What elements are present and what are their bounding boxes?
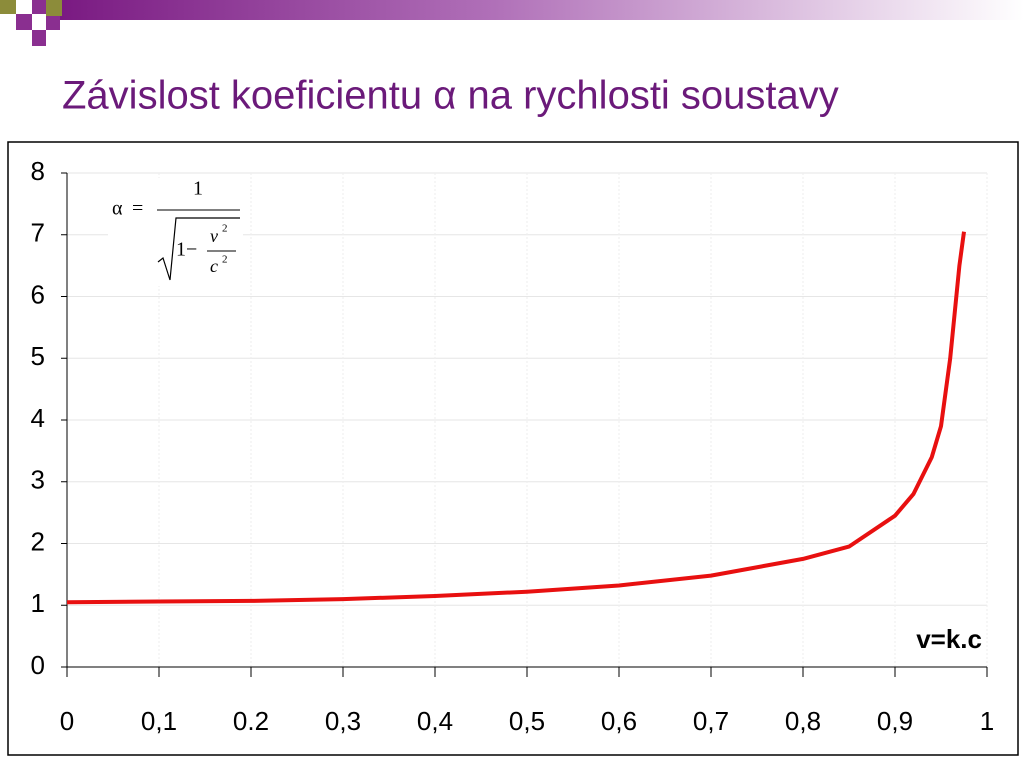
x-tick-label: 0,4 xyxy=(417,706,453,736)
sqrt-sign xyxy=(157,217,240,281)
x-tick-label: 0 xyxy=(60,706,74,736)
y-tick-label: 4 xyxy=(31,403,45,433)
formula-c-exp: 2 xyxy=(222,254,228,266)
x-tick-label: 0,8 xyxy=(785,706,821,736)
formula-v: v xyxy=(210,226,218,246)
x-tick-label: 0,7 xyxy=(693,706,729,736)
x-tick-label: 0,5 xyxy=(509,706,545,736)
formula: α = 1 1− v 2 c 2 xyxy=(108,178,243,286)
x-tick-label: 0,9 xyxy=(877,706,913,736)
x-tick-label: 0,3 xyxy=(325,706,361,736)
deco-square xyxy=(46,0,62,16)
header-bar xyxy=(60,0,1024,20)
formula-numerator: 1 xyxy=(193,178,203,200)
formula-one-minus: 1− xyxy=(176,239,197,261)
x-tick-label: 0.2 xyxy=(233,706,269,736)
formula-eq: = xyxy=(132,198,143,220)
x-tick-label: 0,1 xyxy=(141,706,177,736)
plot: 0 1 2 3 4 5 6 7 8 0 0,1 0.2 0,3 0,4 0,5 0,6 0,7 0,8 0,9 1 xyxy=(31,156,995,736)
y-tick-label: 6 xyxy=(31,279,45,309)
deco-square xyxy=(46,16,60,30)
deco-square xyxy=(32,0,46,14)
deco-square xyxy=(0,0,16,14)
y-tick-label: 3 xyxy=(31,465,45,495)
formula-lhs: α xyxy=(112,198,123,220)
y-tick-label: 8 xyxy=(31,156,45,186)
annotation: v=k.c xyxy=(916,624,982,654)
y-tick-label: 0 xyxy=(31,650,45,680)
slide-title: Závislost koeficientu α na rychlosti sou… xyxy=(62,74,839,118)
y-tick-label: 7 xyxy=(31,218,45,248)
y-tick-label: 5 xyxy=(31,341,45,371)
deco-square xyxy=(16,14,32,30)
y-tick-label: 2 xyxy=(31,526,45,556)
data-line xyxy=(66,231,966,605)
x-tick-label: 0,6 xyxy=(601,706,637,736)
y-tick-label: 1 xyxy=(31,588,45,618)
x-tick-label: 1 xyxy=(980,706,994,736)
formula-v-exp: 2 xyxy=(222,223,228,235)
formula-bg xyxy=(108,178,243,286)
formula-c: c xyxy=(210,256,218,276)
deco-square xyxy=(32,30,46,46)
